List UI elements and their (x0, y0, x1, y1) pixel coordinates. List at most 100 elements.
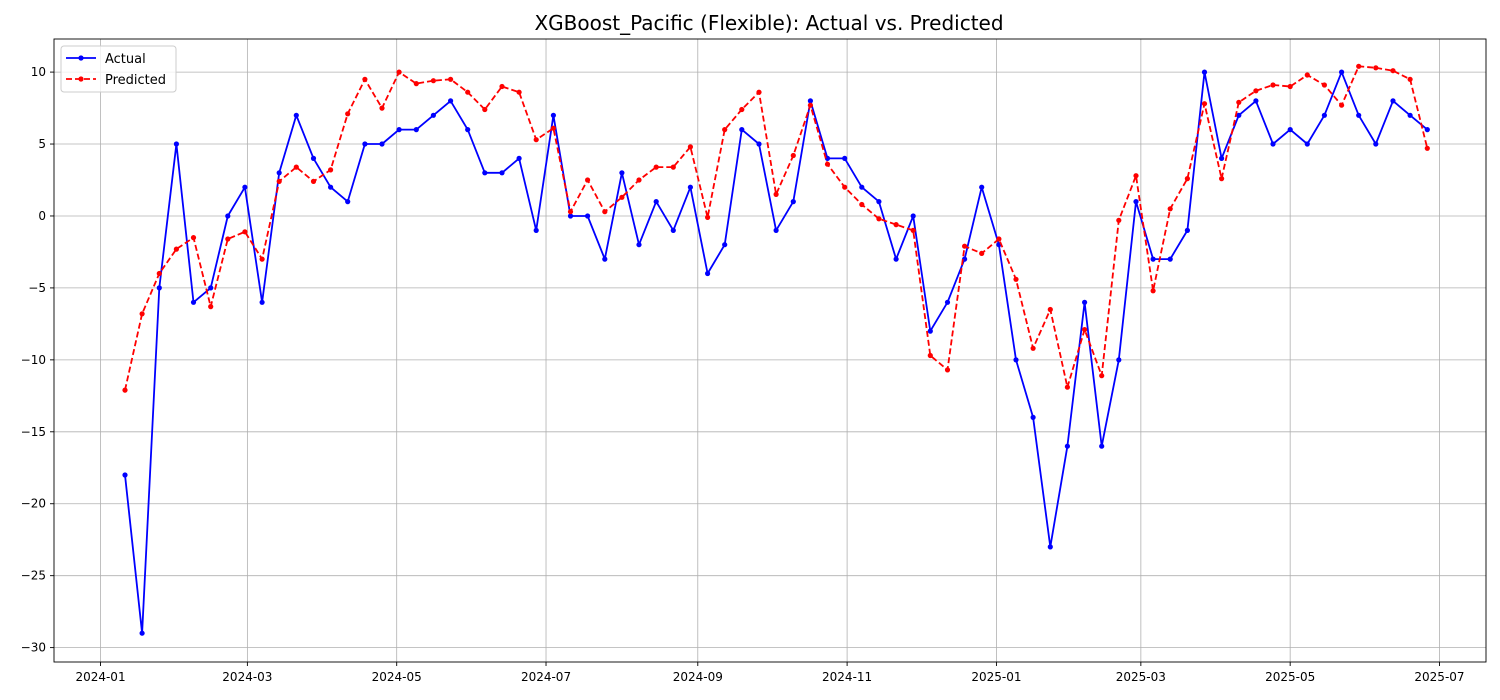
data-point-actual (1116, 357, 1122, 363)
data-point-actual (807, 98, 814, 104)
data-point-actual (722, 242, 728, 248)
data-point-predicted (413, 81, 419, 87)
data-point-predicted (430, 78, 436, 84)
data-point-predicted (1167, 206, 1173, 212)
x-tick-label: 2025-07 (1414, 670, 1464, 684)
data-point-predicted (1424, 145, 1430, 151)
data-point-actual (842, 155, 848, 161)
data-point-actual (567, 213, 574, 219)
y-tick-label: 5 (38, 137, 46, 151)
y-tick-label: 0 (38, 209, 46, 223)
data-point-predicted (396, 69, 402, 75)
data-point-actual (756, 141, 762, 147)
data-point-actual (1201, 69, 1208, 75)
data-point-predicted (293, 164, 299, 170)
data-point-predicted (448, 76, 454, 82)
data-point-predicted (516, 89, 522, 95)
y-tick-label: −5 (28, 281, 46, 295)
data-point-actual (1270, 141, 1276, 147)
data-point-actual (1287, 127, 1293, 133)
data-point-predicted (739, 106, 745, 113)
data-point-predicted (1184, 176, 1190, 182)
data-point-predicted (1082, 327, 1088, 333)
data-point-actual (430, 112, 436, 118)
data-point-actual (1184, 227, 1190, 233)
data-point-predicted (636, 177, 642, 183)
data-point-actual (139, 630, 145, 636)
data-point-predicted (653, 164, 659, 170)
data-point-actual (1373, 141, 1379, 147)
legend: Actual Predicted (60, 45, 177, 93)
data-point-actual (533, 227, 539, 233)
data-point-actual (413, 127, 419, 133)
data-point-actual (1013, 357, 1019, 363)
data-point-predicted (705, 214, 711, 220)
data-point-actual (1030, 414, 1036, 420)
data-point-actual (602, 256, 608, 262)
data-point-actual (859, 184, 865, 190)
data-point-actual (242, 184, 248, 190)
x-tick-label: 2024-07 (521, 670, 571, 684)
data-point-predicted (1099, 373, 1105, 379)
data-point-predicted (602, 209, 608, 215)
data-point-predicted (276, 178, 282, 184)
data-point-predicted (1321, 82, 1327, 88)
data-point-predicted (842, 184, 848, 190)
data-point-actual (156, 285, 162, 291)
data-point-actual (1390, 98, 1396, 104)
chart-title: XGBoost_Pacific (Flexible): Actual vs. P… (534, 11, 1003, 35)
x-tick-label: 2025-05 (1265, 670, 1315, 684)
data-point-actual (893, 256, 899, 262)
data-point-predicted (1270, 82, 1276, 88)
data-point-predicted (259, 256, 265, 262)
data-point-actual (1321, 112, 1327, 118)
data-point-predicted (1201, 101, 1208, 107)
data-point-predicted (550, 125, 557, 131)
data-point-predicted (242, 229, 248, 235)
x-tick-label: 2024-09 (673, 670, 723, 684)
data-point-predicted (379, 105, 385, 111)
legend-predicted-marker (78, 76, 84, 82)
data-point-actual (293, 112, 299, 118)
axes-frame (53, 38, 1487, 663)
data-point-actual (310, 155, 317, 161)
data-point-actual (482, 170, 488, 176)
data-point-predicted (1253, 88, 1259, 94)
data-point-predicted (876, 216, 882, 222)
grid (54, 39, 1486, 662)
data-point-predicted (619, 194, 625, 200)
x-tick-label: 2024-05 (372, 670, 422, 684)
x-tick-label: 2025-03 (1116, 670, 1166, 684)
data-point-actual (670, 227, 676, 233)
data-point-predicted (499, 83, 505, 90)
data-point-actual (1099, 443, 1105, 449)
data-point-actual (465, 127, 471, 133)
data-point-actual (979, 184, 985, 190)
data-point-actual (910, 213, 916, 219)
data-point-actual (653, 199, 659, 205)
data-point-actual (636, 242, 642, 248)
data-point-actual (1133, 199, 1139, 205)
data-point-predicted (1339, 102, 1345, 108)
data-point-predicted (156, 270, 162, 277)
series-line-predicted (124, 65, 1429, 391)
data-point-predicted (1013, 276, 1019, 282)
series-line-actual (124, 71, 1428, 635)
data-point-actual (122, 472, 128, 478)
data-point-actual (1407, 112, 1413, 118)
plot-area (122, 63, 1430, 636)
data-point-predicted (1030, 345, 1036, 351)
data-point-actual (1150, 256, 1156, 262)
data-point-actual (396, 127, 402, 133)
data-point-actual (499, 170, 505, 176)
data-point-actual (927, 328, 933, 334)
y-tick-label: −10 (21, 353, 46, 367)
data-point-predicted (362, 76, 368, 82)
x-axis: 2024-01 2024-03 2024-05 2024-07 2024-09 2024-… (75, 662, 1465, 684)
data-point-predicted (1390, 68, 1396, 74)
x-tick-label: 2025-01 (971, 670, 1021, 684)
y-tick-label: 10 (31, 65, 46, 79)
data-point-predicted (1407, 76, 1413, 82)
legend-actual-label: Actual (105, 52, 146, 67)
data-point-actual (276, 170, 282, 176)
